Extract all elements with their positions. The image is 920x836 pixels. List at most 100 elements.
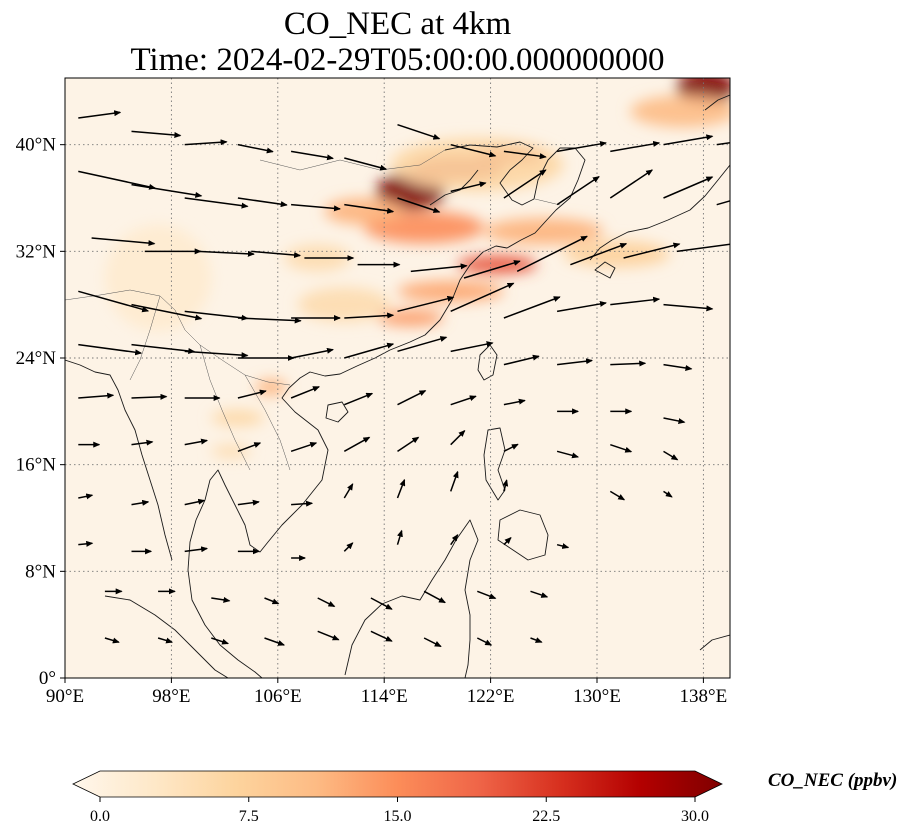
plot-title-line2: Time: 2024-02-29T05:00:00.000000000 [130, 42, 665, 78]
wind-arrow [450, 429, 466, 446]
wind-arrow [184, 350, 249, 359]
plot-title-line1: CO_NEC at 4km [283, 6, 512, 42]
lon-tick-label: 98°E [152, 686, 190, 707]
wind-arrow [343, 436, 371, 452]
wind-arrow [78, 170, 157, 190]
wind-arrow [104, 637, 120, 644]
wind-arrow [131, 183, 203, 198]
map-area[interactable] [65, 70, 766, 678]
wind-arrow [556, 543, 570, 549]
wind-arrow [184, 139, 228, 146]
colorbar-tick-label: 7.5 [239, 808, 259, 825]
wind-arrow [251, 250, 302, 259]
wind-arrow [291, 500, 314, 507]
wind-arrow [397, 436, 420, 452]
wind-arrow [503, 354, 540, 366]
wind-arrow [131, 130, 182, 139]
wind-arrow [410, 263, 468, 273]
wind-arrow [450, 341, 494, 353]
co-plume [297, 287, 391, 322]
wind-arrow [556, 300, 607, 313]
lon-tick-label: 130°E [573, 686, 621, 707]
wind-arrow [184, 546, 209, 553]
wind-arrow [291, 203, 341, 212]
co-concentration-field [104, 78, 730, 459]
lat-tick-label: 40°N [16, 135, 57, 156]
wind-arrow [131, 343, 196, 354]
wind-arrow [264, 637, 285, 646]
wind-arrow [663, 134, 714, 146]
colorbar: 0.0 7.5 15.0 22.5 30.0 [72, 770, 723, 825]
wind-arrow [610, 140, 661, 153]
wind-arrow [396, 478, 406, 499]
wind-arrow [237, 317, 302, 324]
colorbar-tick-label: 0.0 [90, 808, 110, 825]
wind-arrow [184, 498, 206, 506]
co-plume [377, 310, 445, 326]
wind-arrow [317, 630, 340, 641]
wind-arrow [557, 358, 594, 366]
colorbar-ramp [72, 770, 723, 798]
wind-arrow [530, 637, 543, 643]
wind-arrow [530, 590, 549, 598]
wind-arrow [423, 590, 446, 604]
wind-arrow [623, 242, 681, 259]
wind-arrow [370, 597, 393, 610]
wind-arrow [477, 590, 497, 600]
wind-arrow [344, 342, 395, 359]
wind-arrow [78, 110, 122, 119]
lon-tick-label: 106°E [254, 686, 302, 707]
wind-arrow [716, 200, 730, 206]
wind-arrow [197, 250, 255, 257]
wind-arrow [503, 443, 519, 453]
wind-arrow [609, 169, 654, 199]
wind-arrow [396, 529, 403, 545]
wind-arrow [397, 123, 441, 140]
wind-arrow [78, 540, 94, 547]
wind-arrow [237, 499, 260, 506]
wind-arrow [463, 260, 521, 279]
wind-arrow [450, 395, 477, 406]
co-plume [397, 280, 504, 303]
wind-arrow [370, 630, 393, 642]
wind-arrow [609, 490, 626, 501]
wind-arrow [663, 450, 679, 461]
wind-arrow [503, 536, 512, 546]
wind-arrow [450, 143, 497, 158]
wind-arrow [317, 597, 336, 608]
wind-arrow [343, 542, 354, 552]
wind-arrow [157, 637, 174, 644]
wind-arrow [516, 235, 588, 273]
wind-arrow [290, 150, 334, 161]
lat-tick-label: 0° [39, 668, 56, 689]
lon-tick-label: 122°E [467, 686, 515, 707]
wind-arrow [449, 470, 459, 492]
wind-arrow [184, 197, 249, 209]
wind-arrow [397, 389, 427, 406]
wind-arrow [91, 237, 156, 247]
lat-tick-label: 24°N [16, 348, 57, 369]
wind-vectors [78, 110, 730, 648]
lat-tick-label: 8°N [25, 561, 56, 582]
wind-arrow [476, 637, 493, 646]
wind-arrow [610, 360, 647, 367]
co-plume [630, 95, 730, 128]
wind-arrow [610, 296, 661, 306]
co-plume [563, 240, 671, 268]
wind-arrow [556, 140, 607, 153]
latitude-axis: 0° 8°N 16°N 24°N 32°N 40°N [16, 135, 65, 689]
co-plume [211, 444, 252, 459]
wind-arrow [450, 534, 459, 546]
wind-arrow [344, 312, 395, 319]
wind-arrow [344, 203, 395, 214]
wind-arrow [503, 398, 526, 406]
wind-arrow [290, 441, 318, 453]
wind-arrow [663, 176, 714, 199]
wind-arrow [211, 596, 231, 603]
wind-arrow [663, 490, 673, 498]
co-plume [483, 218, 604, 245]
wind-arrow [344, 157, 388, 171]
lon-tick-label: 138°E [680, 686, 728, 707]
longitude-axis: 90°E 98°E 106°E 114°E 122°E 130°E 138°E [46, 678, 727, 707]
wind-arrow [663, 363, 693, 371]
